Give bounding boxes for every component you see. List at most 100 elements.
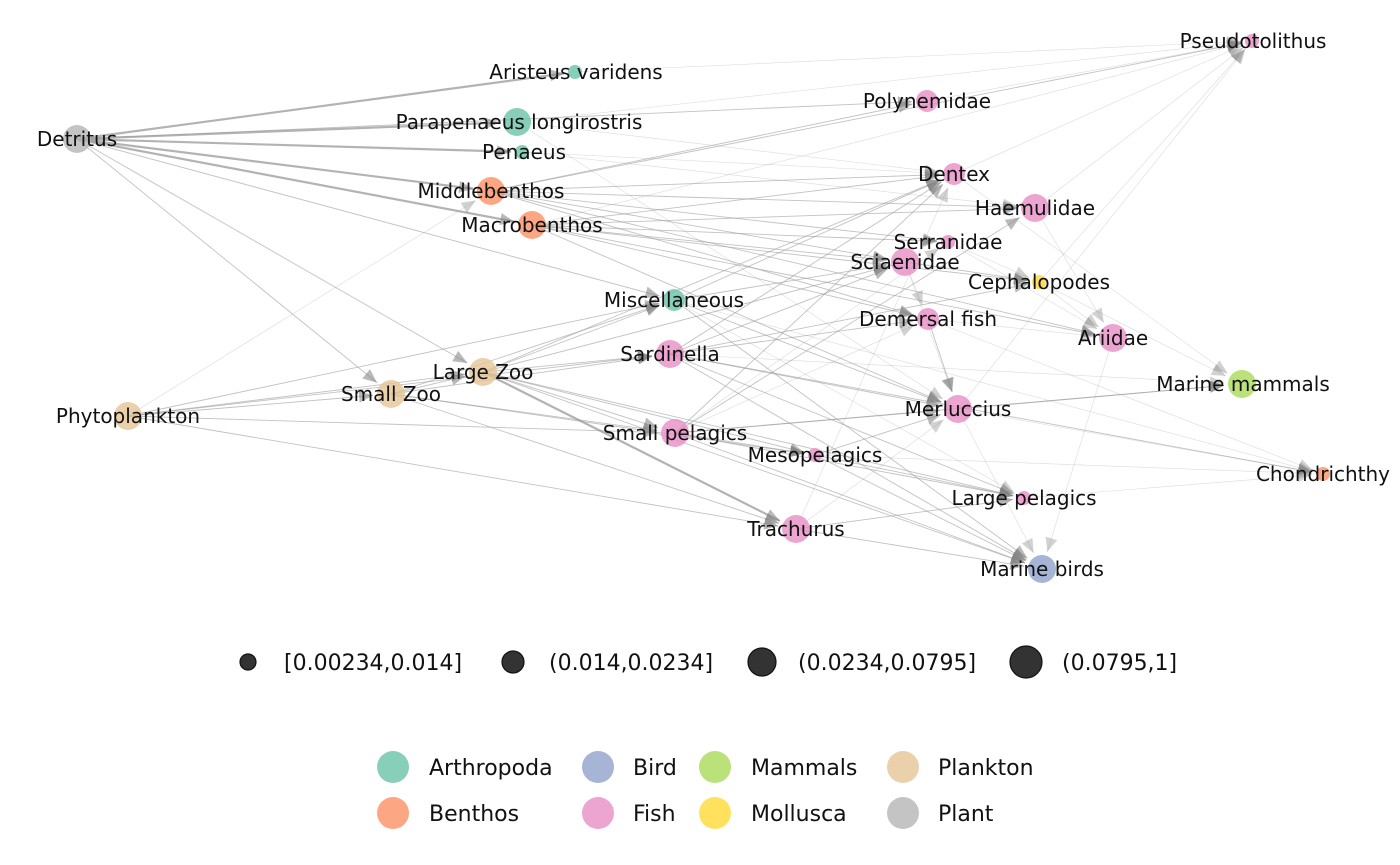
edge-arrowhead <box>1226 36 1242 49</box>
node-miscellaneous[interactable] <box>663 289 685 311</box>
edge-arrowhead <box>644 286 660 299</box>
node-label-merluccius: Merluccius <box>905 397 1012 421</box>
edge-sardinella-cephalopodes <box>669 283 1029 355</box>
node-marinebirds[interactable] <box>1028 555 1056 583</box>
edge-cephalopodes-pseudotolithus <box>1038 49 1245 283</box>
edge-parapenaeus-pseudotolithus <box>516 41 1242 123</box>
node-detritus[interactable] <box>63 125 91 153</box>
node-penaeus[interactable] <box>515 145 529 159</box>
edge-miscellaneous-marinebirds <box>673 299 1028 559</box>
edge-largezoo-sardinella <box>482 355 653 373</box>
edge-smallpelagics-marinebirds <box>674 432 1026 564</box>
node-parapenaeus[interactable] <box>503 108 531 136</box>
node-largepelagics[interactable] <box>1017 491 1031 505</box>
edge-arrowhead <box>1080 328 1096 341</box>
edge-smallpelagics-demersal <box>674 324 915 434</box>
size-legend-label: (0.0234,0.0795] <box>798 651 976 676</box>
edge-arrowhead <box>1080 326 1096 338</box>
color-legend-key-arthropoda <box>377 751 409 783</box>
edge-phytoplankton-miscellaneous <box>127 302 660 417</box>
node-sardinella[interactable] <box>656 340 684 368</box>
edge-arrowhead <box>941 376 953 393</box>
node-mesopelagics[interactable] <box>808 448 822 462</box>
edge-penaeus-dentex <box>521 151 940 174</box>
edge-arrowhead <box>1004 217 1020 231</box>
edge-smallzoo-sardinella <box>390 356 653 395</box>
edge-detritus-middlebenthos <box>76 137 474 190</box>
edge-arrowhead <box>1002 198 1018 211</box>
edge-aristeus-pseudotolithus <box>574 41 1242 73</box>
node-aristeus[interactable] <box>568 65 582 79</box>
node-label-aristeus: Aristeus varidens <box>489 60 662 84</box>
edge-arrowhead <box>1009 557 1025 570</box>
edge-arrowhead <box>789 445 805 458</box>
edge-haemulidae-pseudotolithus <box>1034 47 1244 209</box>
node-chondrichthy[interactable] <box>1316 467 1330 481</box>
edge-dentex-pseudotolithus <box>953 45 1243 175</box>
node-polynemidae[interactable] <box>916 90 938 112</box>
color-legend-key-mollusca <box>699 797 731 829</box>
edge-trachurus-merluccius <box>795 419 944 530</box>
edge-arrowhead <box>642 417 658 430</box>
node-merluccius[interactable] <box>944 395 972 423</box>
node-ariidae[interactable] <box>1099 324 1127 352</box>
edge-arrowhead <box>1228 47 1244 62</box>
edge-largezoo-mesopelagics <box>482 371 805 453</box>
node-smallpelagics[interactable] <box>661 419 689 447</box>
edge-arrowhead <box>898 316 914 329</box>
node-label-smallzoo: Small Zoo <box>341 382 441 406</box>
edge-haemulidae-ariidae <box>1034 207 1104 323</box>
node-marinemammals[interactable] <box>1228 370 1256 398</box>
node-cephalopodes[interactable] <box>1032 275 1046 289</box>
color-legend-label: Bird <box>633 756 677 781</box>
edge-sardinella-sciaenidae <box>669 268 889 355</box>
node-label-pseudotolithus: Pseudotolithus <box>1180 29 1327 53</box>
color-legend-label: Plankton <box>938 756 1034 781</box>
color-legend-label: Mammals <box>751 756 857 781</box>
node-label-largezoo: Large Zoo <box>433 360 534 384</box>
edge-phytoplankton-smallpelagics <box>127 415 658 433</box>
edge-arrowhead <box>1210 364 1226 376</box>
node-label-miscellaneous: Miscellaneous <box>604 288 744 312</box>
node-phytoplankton[interactable] <box>114 402 142 430</box>
edge-arrowhead <box>1091 307 1104 323</box>
node-trachurus[interactable] <box>782 515 810 543</box>
node-middlebenthos[interactable] <box>477 177 505 205</box>
edge-arrowhead <box>922 234 938 247</box>
edge-arrowhead <box>358 390 374 403</box>
edge-smallzoo-mesopelagics <box>390 393 805 454</box>
edge-arrowhead <box>496 145 512 158</box>
edge-middlebenthos-demersal <box>490 190 914 316</box>
node-pseudotolithus[interactable] <box>1245 34 1259 48</box>
node-label-phytoplankton: Phytoplankton <box>56 404 200 428</box>
node-haemulidae[interactable] <box>1021 194 1049 222</box>
edge-arrowhead <box>1297 459 1313 471</box>
edge-arrowhead <box>1226 37 1242 50</box>
edge-macrobenthos-haemulidae <box>531 208 1018 226</box>
edge-smallpelagics-haemulidae <box>674 217 1020 434</box>
color-legend: Arthropoda Bird Mammals Plankton Benthos Fish… <box>377 751 1034 829</box>
node-macrobenthos[interactable] <box>518 211 546 239</box>
node-dentex[interactable] <box>943 163 965 185</box>
edge-arrowhead <box>499 213 515 225</box>
node-demersal[interactable] <box>917 308 939 330</box>
edge-miscellaneous-largepelagics <box>673 299 1015 493</box>
edge-arrowhead <box>925 413 941 425</box>
node-smallzoo[interactable] <box>377 380 405 408</box>
edge-largezoo-trachurus <box>482 371 781 522</box>
edge-ariidae-marinebirds <box>1047 337 1114 552</box>
edge-largezoo-smallpelagics <box>482 371 658 428</box>
edge-arrowhead <box>899 325 915 337</box>
edge-dentex-marinemammals <box>953 173 1228 374</box>
edge-arrowhead <box>1209 380 1225 393</box>
edge-arrowhead <box>924 166 940 179</box>
edge-smallzoo-trachurus <box>390 393 780 524</box>
node-serranidae[interactable] <box>941 235 955 249</box>
edge-demersal-chondrichthy <box>927 318 1313 471</box>
edge-sardinella-demersal <box>669 320 914 355</box>
edge-arrowhead <box>928 419 944 433</box>
node-sciaenidae[interactable] <box>891 248 919 276</box>
edge-smallpelagics-serranidae <box>674 248 940 434</box>
node-label-macrobenthos: Macrobenthos <box>461 213 602 237</box>
node-largezoo[interactable] <box>469 358 497 386</box>
